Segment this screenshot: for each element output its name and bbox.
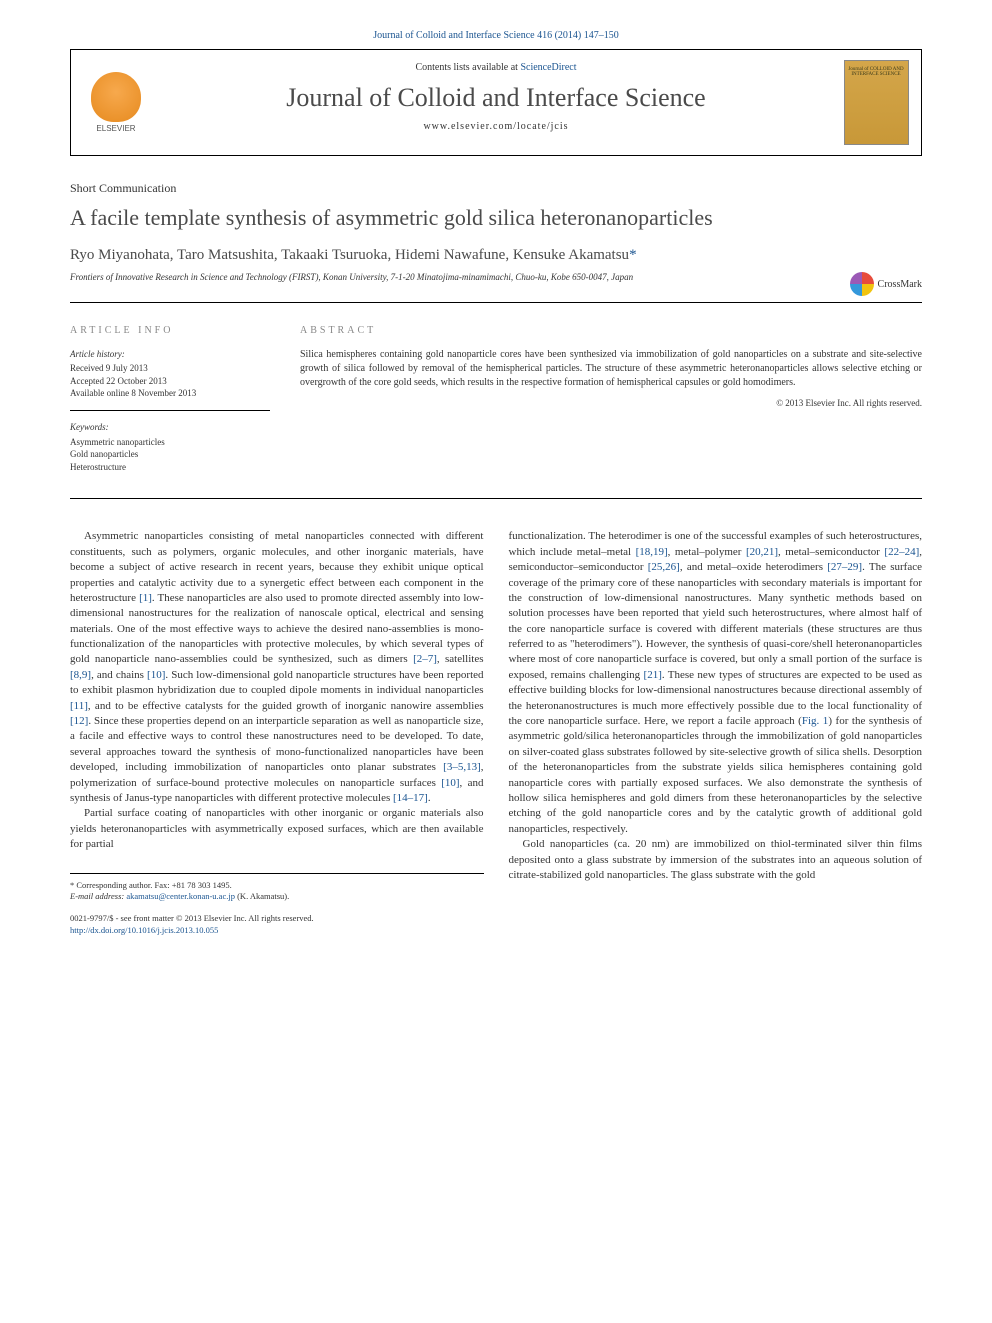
- doi-link[interactable]: http://dx.doi.org/10.1016/j.jcis.2013.10…: [70, 925, 218, 935]
- crossmark-icon: [850, 272, 874, 296]
- keyword: Asymmetric nanoparticles: [70, 436, 270, 449]
- email-label: E-mail address:: [70, 891, 126, 901]
- contents-prefix: Contents lists available at: [415, 62, 520, 73]
- body-text: . Since these properties depend on an in…: [70, 715, 484, 773]
- ref-link[interactable]: [10]: [441, 777, 459, 789]
- body-text: . The surface coverage of the primary co…: [509, 561, 923, 681]
- paragraph: Asymmetric nanoparticles consisting of m…: [70, 529, 484, 806]
- journal-name: Journal of Colloid and Interface Science: [161, 83, 831, 113]
- publisher-logo-area: ELSEVIER: [71, 50, 161, 155]
- ref-link[interactable]: [2–7]: [413, 653, 437, 665]
- ref-link[interactable]: [8,9]: [70, 669, 91, 681]
- body-columns: Asymmetric nanoparticles consisting of m…: [70, 529, 922, 937]
- body-text: , and to be effective catalysts for the …: [88, 700, 484, 712]
- crossmark-badge[interactable]: CrossMark: [850, 272, 922, 296]
- ref-link[interactable]: [12]: [70, 715, 88, 727]
- left-column: Asymmetric nanoparticles consisting of m…: [70, 529, 484, 937]
- keyword: Gold nanoparticles: [70, 448, 270, 461]
- journal-cover-thumb[interactable]: Journal of COLLOID AND INTERFACE SCIENCE: [844, 60, 909, 145]
- cover-text: Journal of COLLOID AND INTERFACE SCIENCE: [845, 67, 908, 77]
- paragraph: Partial surface coating of nanoparticles…: [70, 806, 484, 852]
- body-text: ) for the synthesis of asymmetric gold/s…: [509, 715, 923, 835]
- ref-link[interactable]: [25,26]: [648, 561, 680, 573]
- article-type: Short Communication: [70, 181, 922, 196]
- abstract-copyright: © 2013 Elsevier Inc. All rights reserved…: [300, 398, 922, 408]
- citation-line: Journal of Colloid and Interface Science…: [70, 30, 922, 41]
- authors-names: Ryo Miyanohata, Taro Matsushita, Takaaki…: [70, 247, 629, 263]
- ref-link[interactable]: [22–24]: [884, 546, 919, 558]
- info-abstract-row: ARTICLE INFO Article history: Received 9…: [70, 325, 922, 500]
- body-text: .: [428, 792, 431, 804]
- header-box: ELSEVIER Contents lists available at Sci…: [70, 49, 922, 156]
- contents-line: Contents lists available at ScienceDirec…: [161, 62, 831, 73]
- abstract-text: Silica hemispheres containing gold nanop…: [300, 348, 922, 390]
- keywords-block: Keywords: Asymmetric nanoparticles Gold …: [70, 421, 270, 473]
- elsevier-label: ELSEVIER: [96, 124, 135, 133]
- corresponding-mark: *: [629, 247, 637, 263]
- email-line: E-mail address: akamatsu@center.konan-u.…: [70, 891, 484, 903]
- ref-link[interactable]: [10]: [147, 669, 165, 681]
- keywords-label: Keywords:: [70, 421, 270, 434]
- ref-link[interactable]: [14–17]: [393, 792, 428, 804]
- header-center: Contents lists available at ScienceDirec…: [161, 50, 831, 155]
- ref-link[interactable]: [11]: [70, 700, 88, 712]
- body-text: , and chains: [91, 669, 147, 681]
- history-label: Article history:: [70, 348, 270, 361]
- accepted-date: Accepted 22 October 2013: [70, 375, 270, 388]
- online-date: Available online 8 November 2013: [70, 387, 270, 400]
- crossmark-label: CrossMark: [878, 279, 922, 290]
- paragraph: Gold nanoparticles (ca. 20 nm) are immob…: [509, 837, 923, 883]
- ref-link[interactable]: [27–29]: [827, 561, 862, 573]
- elsevier-tree-icon: [91, 72, 141, 122]
- elsevier-logo[interactable]: ELSEVIER: [84, 68, 149, 138]
- article-info-col: ARTICLE INFO Article history: Received 9…: [70, 325, 270, 474]
- ref-link[interactable]: [18,19]: [636, 546, 668, 558]
- affiliation: Frontiers of Innovative Research in Scie…: [70, 272, 922, 303]
- sciencedirect-link[interactable]: ScienceDirect: [520, 62, 576, 73]
- body-text: , metal–semiconductor: [778, 546, 884, 558]
- ref-link[interactable]: [1]: [139, 592, 152, 604]
- body-text: , and metal–oxide heterodimers: [680, 561, 827, 573]
- body-text: , satellites: [437, 653, 484, 665]
- footnotes: * Corresponding author. Fax: +81 78 303 …: [70, 873, 484, 904]
- email-link[interactable]: akamatsu@center.konan-u.ac.jp: [126, 891, 235, 901]
- authors-line: Ryo Miyanohata, Taro Matsushita, Takaaki…: [70, 247, 922, 264]
- body-text: , metal–polymer: [668, 546, 746, 558]
- received-date: Received 9 July 2013: [70, 362, 270, 375]
- keyword: Heterostructure: [70, 461, 270, 474]
- right-column: functionalization. The heterodimer is on…: [509, 529, 923, 937]
- abstract-col: ABSTRACT Silica hemispheres containing g…: [300, 325, 922, 474]
- ref-link[interactable]: [21]: [644, 669, 662, 681]
- issn-line: 0021-9797/$ - see front matter © 2013 El…: [70, 913, 484, 925]
- corresponding-note: * Corresponding author. Fax: +81 78 303 …: [70, 880, 484, 892]
- history-block: Article history: Received 9 July 2013 Ac…: [70, 348, 270, 411]
- ref-link[interactable]: Fig. 1: [802, 715, 828, 727]
- journal-cover-area: Journal of COLLOID AND INTERFACE SCIENCE: [831, 50, 921, 155]
- ref-link[interactable]: [3–5,13]: [443, 761, 481, 773]
- abstract-header: ABSTRACT: [300, 325, 922, 336]
- article-title: A facile template synthesis of asymmetri…: [70, 204, 922, 233]
- paragraph: functionalization. The heterodimer is on…: [509, 529, 923, 837]
- ref-link[interactable]: [20,21]: [746, 546, 778, 558]
- doi-block: 0021-9797/$ - see front matter © 2013 El…: [70, 913, 484, 937]
- journal-url[interactable]: www.elsevier.com/locate/jcis: [161, 121, 831, 132]
- article-info-header: ARTICLE INFO: [70, 325, 270, 336]
- email-name: (K. Akamatsu).: [235, 891, 289, 901]
